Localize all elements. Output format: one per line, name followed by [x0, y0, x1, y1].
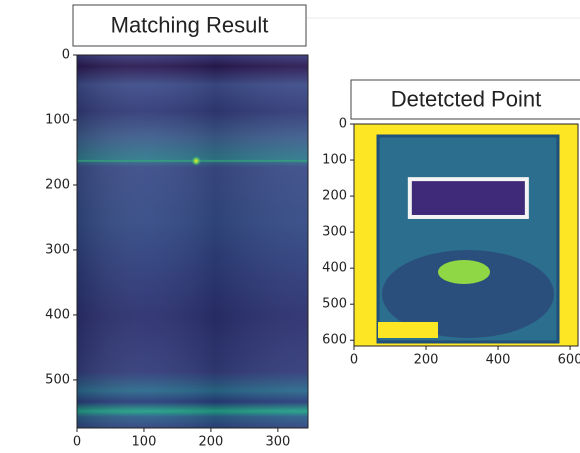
y-tick-label: 200	[322, 189, 347, 204]
y-tick-label: 100	[45, 112, 70, 127]
x-tick-label: 0	[350, 353, 358, 368]
heatmap-shade	[77, 55, 308, 428]
y-tick-label: 100	[322, 153, 347, 168]
y-tick-label: 200	[45, 177, 70, 192]
chart-title: Matching Result	[111, 12, 269, 37]
title-box	[72, 4, 307, 47]
package-food-highlight	[438, 260, 490, 284]
x-tick-label: 400	[486, 353, 511, 368]
package-label	[378, 322, 438, 338]
axes-frame	[353, 123, 579, 347]
chart-title: Detetcted Point	[391, 86, 541, 111]
y-tick-label: 400	[45, 307, 70, 322]
y-tick-label: 500	[45, 372, 70, 387]
y-tick-label: 300	[45, 242, 70, 257]
y-tick-label: 500	[322, 297, 347, 312]
x-tick-label: 300	[265, 435, 290, 450]
x-tick-label: 200	[414, 353, 439, 368]
detection-box	[407, 177, 529, 219]
peak	[191, 155, 202, 166]
axes-frame	[76, 54, 309, 429]
x-tick-label: 100	[132, 435, 157, 450]
y-tick-label: 0	[339, 117, 347, 132]
y-tick-label: 0	[62, 48, 70, 63]
x-tick-label: 200	[198, 435, 223, 450]
y-tick-label: 400	[322, 261, 347, 276]
x-tick-label: 0	[73, 435, 81, 450]
package-food	[382, 250, 554, 338]
y-tick-label: 600	[322, 333, 347, 348]
x-tick-label: 600	[558, 353, 580, 368]
y-tick-label: 300	[322, 225, 347, 240]
title-box	[350, 79, 580, 120]
